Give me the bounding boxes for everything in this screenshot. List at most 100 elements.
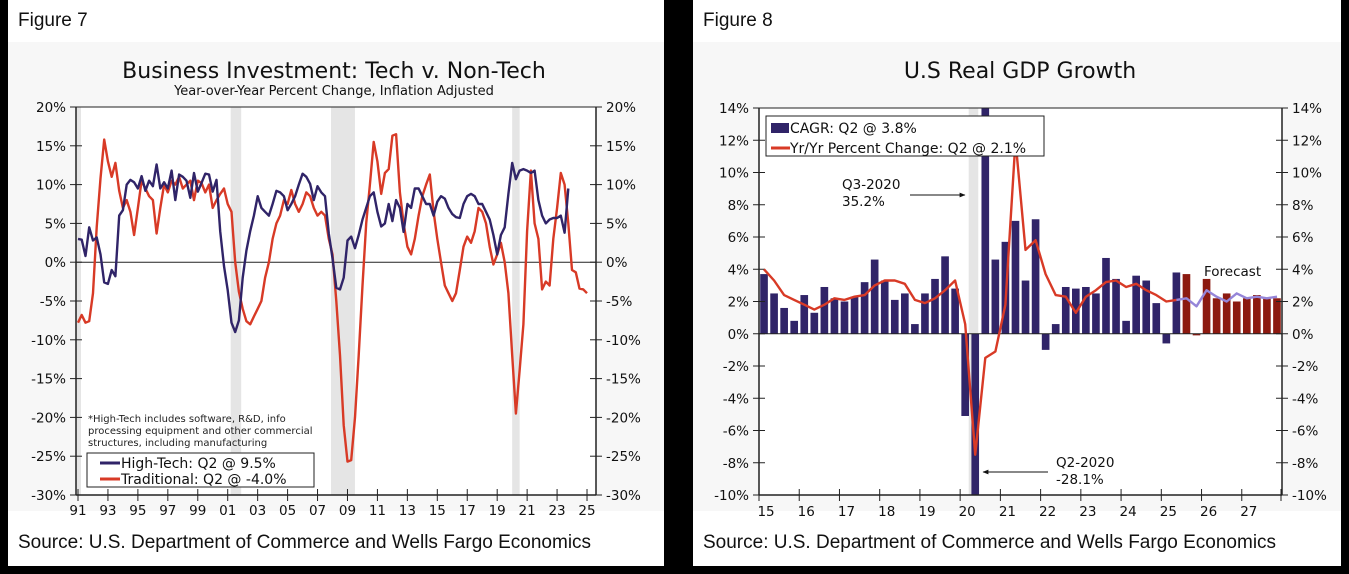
bar-2019-Q3 [941, 256, 949, 334]
x-tick-label: 25 [1160, 504, 1177, 520]
x-tick-label: 18 [878, 504, 895, 520]
bar-2016-Q3 [820, 286, 829, 334]
bar-2020-Q4 [991, 259, 1000, 334]
figure-8-label: Figure 8 [703, 10, 773, 31]
y-tick-label-right: -20% [606, 410, 641, 426]
figure-7-panel: Figure 7 Business Investment: Tech v. No… [8, 0, 664, 566]
bar-2017-Q1 [840, 301, 849, 334]
x-tick-label: 21 [999, 504, 1016, 520]
y-tick-label-right: -10% [1292, 488, 1327, 504]
x-tick-label: 99 [189, 503, 206, 519]
y-tick-label-left: -30% [31, 488, 66, 504]
bar-2023-Q3 [1102, 257, 1110, 334]
legend: CAGR: Q2 @ 3.8% Yr/Yr Percent Change: Q2… [765, 115, 1045, 157]
x-tick-label: 01 [219, 503, 236, 519]
x-tick-label: 09 [339, 503, 356, 519]
y-tick-label-left: 15% [36, 139, 66, 155]
figure-8-chart: U.S Real GDP Growth 14% 14% 12% 12% 10% 10% 8%… [714, 59, 1327, 520]
series-lines [76, 132, 588, 463]
x-tick-label: 22 [1039, 504, 1056, 520]
x-tick-label: 11 [369, 503, 386, 519]
bar-2016-Q1 [800, 295, 809, 334]
recession-band [230, 107, 242, 495]
x-tick-label: 05 [279, 503, 296, 519]
bar-2022-Q3 [1061, 286, 1070, 334]
x-tick-label: 23 [548, 503, 565, 519]
y-tick-label-left: -8% [723, 456, 749, 472]
bar-2025-Q2 [1172, 272, 1181, 334]
bar-2015-Q2 [770, 293, 778, 334]
bar-2027-Q1 [1242, 298, 1251, 334]
y-tick-label-right: -25% [606, 449, 641, 465]
y-tick-label-right: 14% [1292, 101, 1322, 117]
bar-2016-Q2 [810, 312, 819, 334]
y-tick-label-left: 14% [719, 101, 749, 117]
chart-title: Business Investment: Tech v. Non-Tech [122, 59, 546, 84]
y-tick-label-right: 20% [606, 100, 636, 116]
x-tick-label: 23 [1079, 504, 1096, 520]
y-tick-label-left: 5% [45, 216, 67, 232]
y-tick-label-left: -2% [723, 359, 749, 375]
x-tick-label: 95 [129, 503, 146, 519]
y-tick-label-right: 10% [1292, 166, 1322, 182]
y-tick-label-left: -15% [31, 372, 66, 388]
axes: 14% 14% 12% 12% 10% 10% 8% 8% 6% 6% 4% 4% 2% 2% 0% 0% -2… [714, 101, 1327, 520]
bar-2021-Q2 [1011, 220, 1020, 334]
series-line-high-tech [77, 161, 570, 334]
y-tick-label-right: -30% [606, 488, 641, 504]
bar-2024-Q3 [1142, 280, 1151, 334]
bar-2015-Q4 [790, 320, 799, 334]
x-tick-label: 93 [99, 503, 116, 519]
annotation-q2-2020-label: Q2-2020 [1056, 455, 1114, 471]
bar-2025-Q4 [1192, 333, 1201, 336]
footnote-line-2: processing equipment and other commercia… [88, 426, 313, 437]
x-tick-label: 16 [798, 504, 815, 520]
footnote-line-3: structures, including manufacturing [88, 438, 267, 449]
x-tick-label: 17 [459, 503, 476, 519]
y-tick-label-right: -5% [606, 294, 632, 310]
y-tick-label-left: 20% [36, 100, 66, 116]
bar-2026-Q4 [1232, 301, 1241, 334]
annotation-q3-2020-value: 35.2% [842, 194, 885, 210]
y-tick-label-left: -25% [31, 449, 66, 465]
bar-2015-Q3 [780, 307, 788, 334]
y-tick-label-left: -4% [723, 391, 749, 407]
recession-band [968, 108, 979, 495]
figure-8-panel: Figure 8 U.S Real GDP Growth 14% 14% 12% 12… [693, 0, 1341, 566]
y-tick-label-right: 0% [1292, 327, 1314, 343]
x-tick-label: 19 [918, 504, 935, 520]
x-tick-label: 07 [309, 503, 326, 519]
chart-title: U.S Real GDP Growth [904, 59, 1136, 84]
bar-2022-Q1 [1041, 333, 1050, 350]
bar-2020-Q1 [961, 333, 970, 416]
y-tick-label-right: 5% [606, 216, 628, 232]
x-tick-label: 21 [519, 503, 536, 519]
y-tick-label-left: -6% [723, 424, 749, 440]
bar-2016-Q4 [830, 298, 839, 334]
footnote: *High-Tech includes software, R&D, info … [88, 414, 313, 449]
annotation-forecast: Forecast [1204, 264, 1261, 280]
annotation-q2-2020-value: -28.1% [1056, 472, 1104, 488]
bar-2019-Q2 [931, 278, 939, 334]
bar-2021-Q3 [1021, 280, 1030, 334]
y-tick-label-right: -4% [1292, 391, 1318, 407]
x-tick-label: 25 [578, 503, 595, 519]
legend-box [86, 452, 315, 488]
bar-2027-Q4 [1273, 298, 1281, 334]
legend: High-Tech: Q2 @ 9.5% Traditional: Q2 @ -… [86, 452, 315, 488]
x-tick-label: 13 [399, 503, 416, 519]
y-tick-label-right: -6% [1292, 424, 1318, 440]
y-tick-label-left: 12% [719, 133, 749, 149]
annotation-q3-2020-label: Q3-2020 [842, 177, 900, 193]
bar-2018-Q3 [901, 293, 909, 334]
bar-2017-Q3 [860, 282, 869, 334]
figure-8-source: Source: U.S. Department of Commerce and … [703, 532, 1277, 553]
x-tick-label: 27 [1240, 504, 1257, 520]
bar-2017-Q4 [870, 259, 879, 334]
x-tick-label: 03 [249, 503, 266, 519]
chart-subtitle: Year-over-Year Percent Change, Inflation… [173, 84, 494, 99]
y-tick-label-left: -5% [40, 294, 66, 310]
y-tick-label-left: 8% [728, 198, 750, 214]
x-tick-label: 91 [69, 503, 86, 519]
